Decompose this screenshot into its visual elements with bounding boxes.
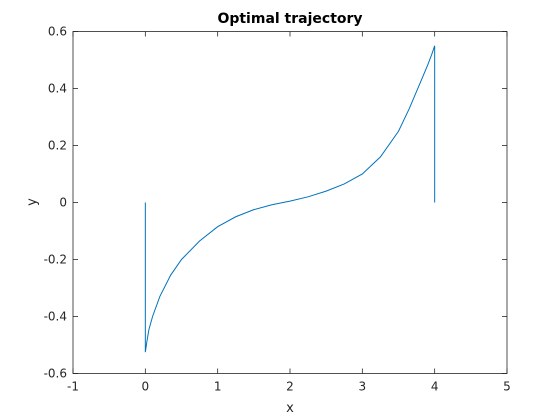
series-layer xyxy=(144,45,436,353)
x-axis: -1 0 1 2 3 4 5 xyxy=(67,31,511,394)
y-tick-label: -0.2 xyxy=(44,253,67,267)
x-tick-label: 4 xyxy=(431,380,439,394)
x-tick-label: 1 xyxy=(214,380,222,394)
y-tick-label: 0.2 xyxy=(48,139,67,153)
x-tick-label: 3 xyxy=(359,380,367,394)
y-axis-label: y xyxy=(25,198,40,206)
chart-title: Optimal trajectory xyxy=(217,11,362,27)
x-tick-label: 2 xyxy=(286,380,294,394)
plot-area xyxy=(72,31,508,374)
y-axis: -0.6 -0.4 -0.2 0 0.2 0.4 0.6 xyxy=(44,25,507,381)
x-axis-label: x xyxy=(286,401,294,416)
y-tick-label: -0.6 xyxy=(44,367,67,381)
y-tick-label: -0.4 xyxy=(44,310,67,324)
trajectory-line xyxy=(144,45,436,353)
x-tick-label: 5 xyxy=(503,380,511,394)
x-tick-label: -1 xyxy=(67,380,79,394)
y-tick-label: 0.4 xyxy=(48,82,67,96)
y-tick-label: 0.6 xyxy=(48,25,67,39)
x-tick-label: 0 xyxy=(142,380,150,394)
y-tick-label: 0 xyxy=(59,196,67,210)
